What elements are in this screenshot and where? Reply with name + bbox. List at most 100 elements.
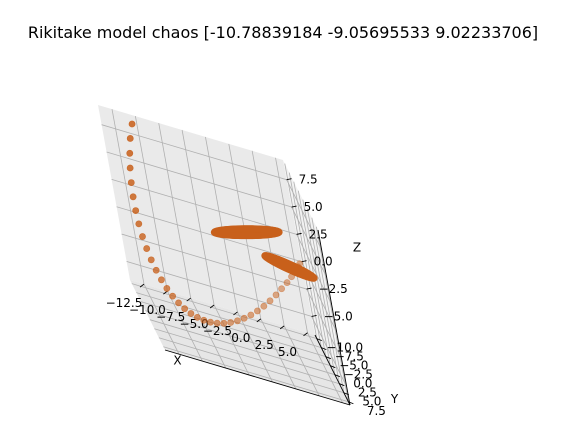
grid-line-x-back [275,157,308,333]
tick-marks [139,178,354,405]
grid-line-x-floor [167,290,203,362]
trajectory-point [147,256,155,264]
grid-line-y-floor [145,310,331,367]
grid-line-z-back [121,233,307,290]
grid-line-y-floor [131,283,317,339]
grid-line-z-back [101,124,287,181]
z-axis-label: Z [353,241,361,255]
trajectory-point [181,305,189,313]
z-tick-mark [291,205,297,208]
y-tick-label: 0.0 [353,377,372,391]
trajectory-point [132,207,140,214]
grid-line-y-side [284,163,318,339]
trajectory-point [126,135,134,142]
y-tick-mark [343,392,350,396]
trajectory-point [213,319,221,327]
trajectory-point [143,245,151,252]
y-tick-label: 2.5 [358,386,377,400]
grid-line-y-side [293,181,327,357]
grid-line-x-floor [143,283,180,355]
trajectory-point [266,297,274,305]
trajectory-point [187,310,195,317]
trajectory-point [152,266,160,274]
z-tick-label: −2.5 [319,282,348,296]
x-tick-label: −7.5 [156,310,185,324]
y-tick-mark [321,347,327,351]
grid-line-x-floor [283,325,320,397]
trajectory-point [247,311,255,319]
x-tick-label: 0.0 [231,331,250,345]
y-tick-mark [330,365,336,369]
x-axis-line [164,349,351,406]
trajectory-point [254,307,261,315]
grid-lines [101,109,349,403]
grid-line-x-floor [213,304,250,376]
z-tick-label: −5.0 [324,309,353,323]
z-tick-label: 7.5 [299,173,318,187]
trajectory-point [163,285,171,292]
y-tick-mark [339,383,345,387]
y-tick-label: −2.5 [344,368,373,382]
grid-line-y-side [315,226,349,402]
grid-line-y-side [311,217,345,393]
grid-line-y-side [302,199,336,375]
y-axis-label: Y [390,392,399,406]
grid-line-z-side [311,316,347,387]
attractor-loop [210,225,283,240]
x-tick-mark [233,311,238,316]
grid-line-z-side [296,234,332,305]
trajectory-point [207,318,214,326]
trajectory-point [278,285,286,293]
trajectory-point [240,314,248,322]
grid-line-z-side [291,206,327,278]
grid-line-y-floor [140,301,326,358]
grid-line-x-back [181,129,215,306]
trajectory-point [272,291,280,299]
grid-line-y-floor [163,346,349,403]
x-axis-label: X [173,354,181,368]
x-tick-mark [186,297,192,302]
trajectory-series [126,120,318,327]
grid-line-x-back [134,116,168,292]
y-tick-label: −5.0 [339,359,368,373]
trajectory-point [193,313,201,321]
z-tick-label: 5.0 [304,200,323,214]
trajectory-point [200,316,208,324]
trajectory-point [126,164,134,172]
z-tick-mark [301,260,307,263]
grid-line-x-floor [260,318,297,390]
y-tick-label: 5.0 [362,395,381,409]
x-tick-mark [279,325,285,330]
trajectory-point [260,302,268,310]
grid-line-y-floor [154,328,340,385]
grid-line-z-back [106,151,292,208]
axes-3d: −12.5−10.0−7.5−5.0−2.5 0.0 2.5 5.0 −10.0−7.5… [98,105,399,418]
y-tick-mark [334,374,341,378]
z-tick-mark [286,178,292,181]
z-tick-mark [311,314,317,317]
attractor-loop [261,252,318,282]
x-tick-mark [256,318,262,323]
y-tick-mark [325,356,331,360]
trajectory-point [126,149,134,157]
grid-line-z-back [116,206,302,263]
grid-line-y-floor [158,337,344,394]
x-tick-mark [303,332,308,337]
trajectory-point [139,233,146,240]
chart-title: Rikitake model chaos [-10.78839184 -9.05… [28,23,538,42]
grid-line-x-back [111,109,145,285]
grid-line-x-floor [237,311,273,383]
x-tick-mark [139,283,145,288]
z-tick-mark [306,287,312,290]
grid-line-z-back [111,178,297,235]
z-tick-label: 2.5 [309,227,328,241]
trajectory-point [158,276,165,284]
trajectory-point [129,193,137,201]
grid-line-z-side [306,288,342,360]
trajectory-point [127,179,135,186]
z-tick-label: 0.0 [314,255,333,269]
y-tick-label: 7.5 [367,404,386,418]
trajectory-point [220,319,228,327]
x-tick-label: −2.5 [203,324,232,338]
